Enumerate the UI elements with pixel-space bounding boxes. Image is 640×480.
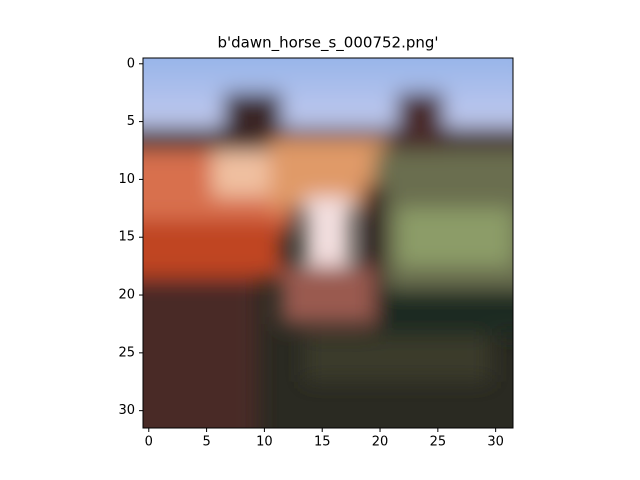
x-tick-label: 5 xyxy=(202,435,210,450)
x-tick-label: 0 xyxy=(145,435,153,450)
chart-title: b'dawn_horse_s_000752.png' xyxy=(217,34,438,53)
y-tick-label: 30 xyxy=(118,403,135,418)
x-tick-label: 20 xyxy=(372,435,389,450)
x-tick-label: 15 xyxy=(314,435,331,450)
axes-frame xyxy=(142,57,514,429)
x-tick-label: 25 xyxy=(430,435,447,450)
y-tick-label: 0 xyxy=(127,56,135,71)
y-tick-label: 20 xyxy=(118,288,135,303)
y-tick-label: 25 xyxy=(118,345,135,360)
y-tick-label: 5 xyxy=(127,114,135,129)
x-tick-label: 30 xyxy=(487,435,504,450)
x-tick-label: 10 xyxy=(256,435,273,450)
y-tick-label: 10 xyxy=(118,172,135,187)
y-tick-label: 15 xyxy=(118,230,135,245)
image xyxy=(143,58,513,428)
